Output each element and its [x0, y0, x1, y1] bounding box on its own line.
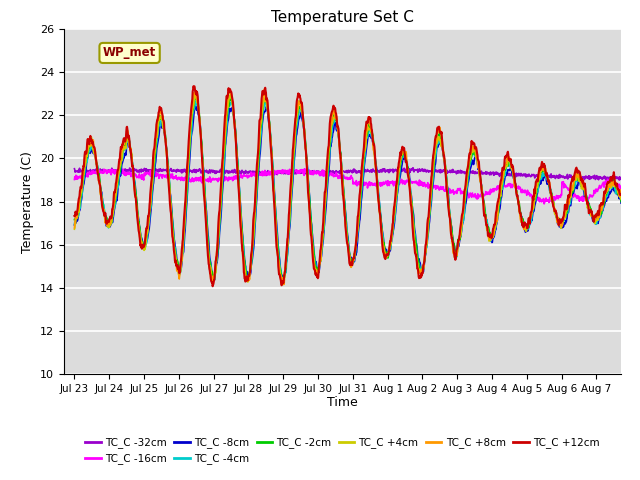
TC_C +12cm: [157, 108, 165, 113]
TC_C -8cm: [566, 203, 574, 208]
TC_C +8cm: [339, 182, 347, 188]
TC_C +8cm: [70, 225, 78, 231]
TC_C -32cm: [621, 176, 628, 181]
Line: TC_C -8cm: TC_C -8cm: [74, 106, 631, 279]
TC_C +8cm: [566, 192, 574, 198]
TC_C +8cm: [261, 86, 269, 92]
TC_C -2cm: [627, 211, 635, 217]
TC_C +4cm: [339, 186, 347, 192]
Line: TC_C -2cm: TC_C -2cm: [74, 96, 631, 280]
TC_C -32cm: [328, 169, 335, 175]
Line: TC_C +8cm: TC_C +8cm: [74, 89, 631, 285]
TC_C -16cm: [566, 189, 574, 195]
TC_C -16cm: [301, 166, 308, 172]
TC_C -16cm: [484, 191, 492, 197]
X-axis label: Time: Time: [327, 396, 358, 408]
TC_C +4cm: [621, 210, 628, 216]
TC_C -4cm: [261, 98, 269, 104]
Y-axis label: Temperature (C): Temperature (C): [22, 151, 35, 252]
Line: TC_C -32cm: TC_C -32cm: [74, 168, 631, 180]
TC_C -16cm: [339, 172, 346, 178]
TC_C -2cm: [485, 225, 493, 231]
TC_C -2cm: [566, 193, 574, 199]
TC_C -4cm: [339, 180, 347, 186]
TC_C -32cm: [566, 173, 574, 179]
TC_C +4cm: [328, 120, 336, 126]
TC_C +12cm: [627, 213, 635, 218]
TC_C +12cm: [70, 213, 78, 219]
TC_C +8cm: [280, 282, 287, 288]
TC_C +4cm: [627, 210, 635, 216]
TC_C +4cm: [227, 92, 234, 97]
TC_C -8cm: [157, 123, 165, 129]
Title: Temperature Set C: Temperature Set C: [271, 10, 414, 25]
TC_C -32cm: [339, 169, 346, 175]
TC_C -8cm: [627, 218, 635, 224]
TC_C -16cm: [621, 190, 628, 195]
Line: TC_C -16cm: TC_C -16cm: [74, 169, 631, 204]
TC_C -16cm: [328, 170, 336, 176]
TC_C +8cm: [627, 212, 635, 217]
TC_C -4cm: [70, 221, 78, 227]
TC_C -2cm: [279, 277, 287, 283]
TC_C -4cm: [621, 204, 628, 210]
Line: TC_C +12cm: TC_C +12cm: [74, 86, 631, 286]
Text: WP_met: WP_met: [103, 47, 156, 60]
TC_C -2cm: [328, 120, 336, 126]
TC_C +8cm: [328, 113, 336, 119]
TC_C +4cm: [157, 115, 165, 121]
TC_C -2cm: [157, 117, 165, 122]
TC_C +12cm: [189, 84, 197, 89]
TC_C -8cm: [244, 276, 252, 282]
TC_C -32cm: [70, 166, 78, 171]
TC_C +12cm: [209, 283, 216, 289]
TC_C -8cm: [339, 179, 347, 185]
TC_C -4cm: [485, 230, 493, 236]
Line: TC_C +4cm: TC_C +4cm: [74, 95, 631, 284]
TC_C -16cm: [70, 177, 78, 182]
TC_C -16cm: [540, 201, 548, 207]
TC_C -16cm: [157, 173, 165, 179]
TC_C -32cm: [627, 174, 635, 180]
TC_C +8cm: [485, 235, 493, 241]
TC_C -4cm: [627, 216, 635, 222]
TC_C -4cm: [566, 201, 574, 206]
TC_C +4cm: [566, 195, 574, 201]
TC_C +12cm: [485, 233, 493, 239]
TC_C +12cm: [328, 108, 336, 114]
TC_C +12cm: [566, 186, 574, 192]
TC_C -8cm: [192, 103, 200, 109]
TC_C -4cm: [157, 117, 165, 122]
TC_C -2cm: [70, 216, 78, 222]
TC_C +8cm: [157, 107, 165, 113]
TC_C -32cm: [410, 165, 417, 171]
TC_C -2cm: [621, 201, 628, 207]
TC_C +8cm: [621, 206, 628, 212]
TC_C -2cm: [339, 178, 347, 184]
TC_C +12cm: [621, 204, 628, 210]
TC_C -8cm: [328, 134, 336, 140]
TC_C +12cm: [339, 192, 347, 197]
TC_C -4cm: [278, 279, 286, 285]
Line: TC_C -4cm: TC_C -4cm: [74, 101, 631, 282]
TC_C +4cm: [70, 226, 78, 232]
TC_C -2cm: [193, 93, 200, 98]
Legend: TC_C -32cm, TC_C -16cm, TC_C -8cm, TC_C -4cm, TC_C -2cm, TC_C +4cm, TC_C +8cm, T: TC_C -32cm, TC_C -16cm, TC_C -8cm, TC_C …: [81, 433, 604, 468]
TC_C -8cm: [621, 204, 628, 210]
TC_C -4cm: [328, 124, 336, 130]
TC_C -8cm: [485, 230, 493, 236]
TC_C -32cm: [484, 171, 492, 177]
TC_C -32cm: [157, 167, 165, 173]
TC_C -8cm: [70, 222, 78, 228]
TC_C +4cm: [485, 235, 493, 241]
TC_C -32cm: [616, 177, 623, 183]
TC_C +4cm: [278, 281, 286, 287]
TC_C -16cm: [627, 196, 635, 202]
